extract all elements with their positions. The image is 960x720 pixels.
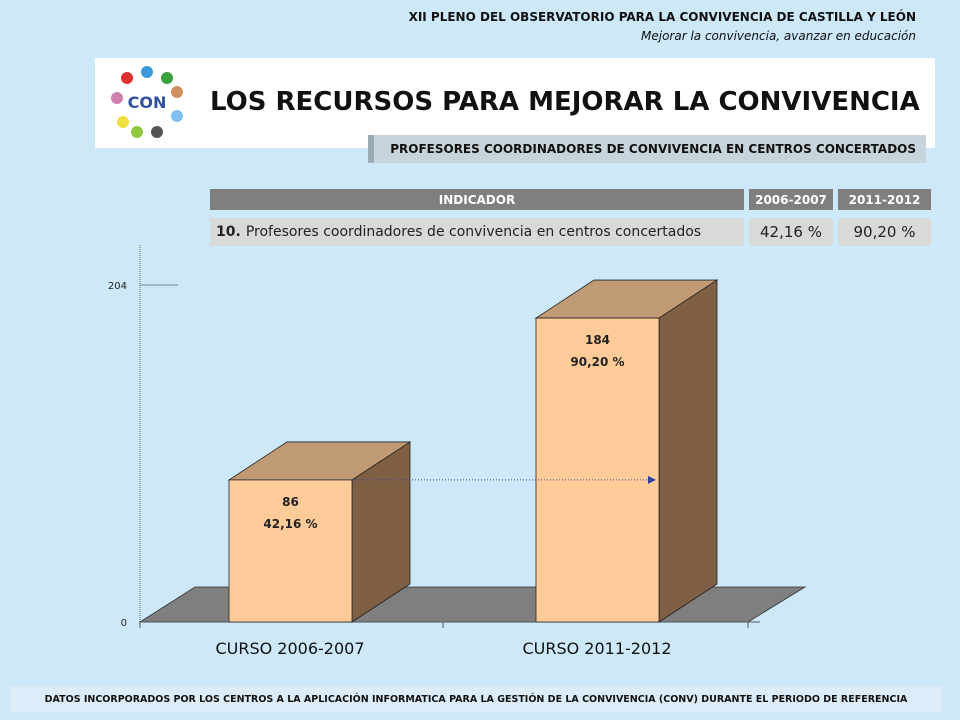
indicator-number: 10. <box>216 224 241 240</box>
bar-front <box>535 317 660 623</box>
value-label: 184 <box>585 333 610 347</box>
value-label: 86 <box>282 495 299 509</box>
logo-text: CON <box>128 93 167 112</box>
indicator-text: Profesores coordinadores de convivencia … <box>245 224 702 240</box>
arrow-head <box>648 475 656 484</box>
title-box <box>95 58 935 148</box>
x-tick-label: CURSO 2011-2012 <box>522 639 671 658</box>
bar-front <box>228 479 353 623</box>
percent-label: 42,16 % <box>263 517 317 531</box>
event-name: XII PLENO DEL OBSERVATORIO PARA LA CONVI… <box>408 10 916 24</box>
logo: CON <box>111 66 183 138</box>
bar-side <box>658 279 718 623</box>
x-tick-label: CURSO 2006-2007 <box>215 639 364 658</box>
subtitle: PROFESORES COORDINADORES DE CONVIVENCIA … <box>368 135 926 163</box>
table-cell: 10. Profesores coordinadores de convivenc… <box>210 218 744 246</box>
tagline: Mejorar la convivencia, avanzar en educa… <box>641 29 916 43</box>
footer: DATOS INCORPORADOS POR LOS CENTROS A LA … <box>10 686 942 712</box>
table-header: 2011-2012 <box>838 189 931 210</box>
bar <box>534 279 719 623</box>
table-header: INDICADOR <box>210 189 744 210</box>
bar <box>227 441 412 623</box>
table-cell: 42,16 % <box>749 218 833 246</box>
y-tick-label: 0 <box>121 618 127 629</box>
table-header: 2006-2007 <box>749 189 833 210</box>
percent-label: 90,20 % <box>570 355 624 369</box>
y-tick-label: 204 <box>108 281 127 292</box>
title: LOS RECURSOS PARA MEJORAR LA CONVIVENCIA <box>210 87 920 117</box>
table-cell: 90,20 % <box>838 218 931 246</box>
